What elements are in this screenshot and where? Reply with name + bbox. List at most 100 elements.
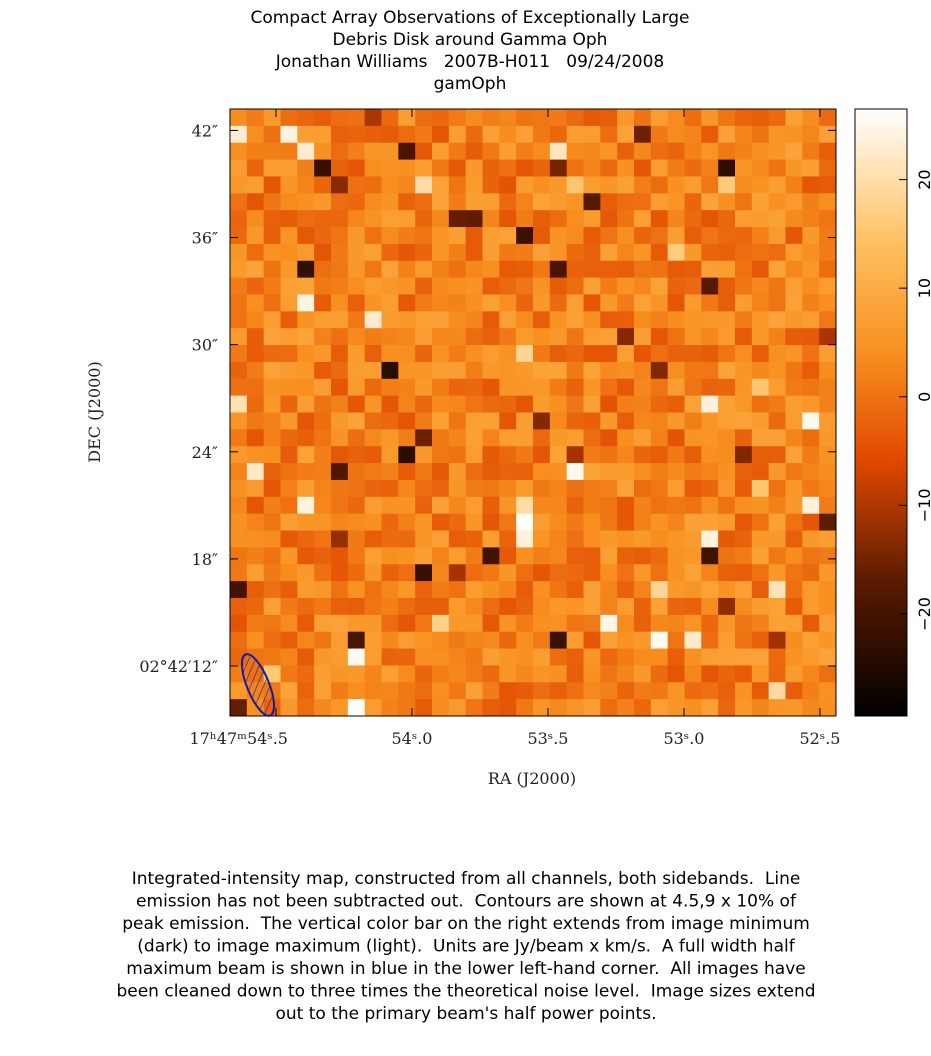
map-pixel: [314, 547, 332, 565]
map-pixel: [718, 648, 736, 667]
map-pixel: [280, 429, 298, 447]
map-pixel: [617, 378, 635, 397]
map-pixel: [364, 378, 383, 397]
map-pixel: [718, 328, 736, 346]
map-pixel: [398, 142, 416, 161]
map-pixel: [347, 328, 366, 346]
map-pixel: [768, 479, 787, 498]
map-pixel: [785, 142, 803, 161]
title-line: gamOph: [434, 74, 507, 94]
y-tick-label: 02°42′12″: [139, 657, 218, 676]
map-pixel: [667, 581, 686, 599]
map-pixel: [415, 243, 433, 262]
map-pixel: [549, 631, 568, 650]
map-pixel: [280, 294, 298, 312]
map-pixel: [735, 547, 753, 565]
map-pixel: [533, 243, 551, 262]
map-pixel: [432, 682, 450, 700]
map-pixel: [751, 446, 770, 464]
map-pixel: [533, 294, 551, 312]
map-pixel: [297, 328, 315, 346]
map-pixel: [600, 631, 618, 650]
map-pixel: [533, 446, 551, 464]
map-pixel: [785, 260, 803, 279]
map-pixel: [280, 361, 298, 380]
map-pixel: [297, 496, 315, 515]
map-pixel: [432, 665, 450, 683]
map-pixel: [650, 328, 669, 346]
map-pixel: [465, 142, 484, 161]
map-pixel: [600, 665, 618, 683]
map-pixel: [802, 227, 820, 245]
map-pixel: [549, 412, 568, 430]
map-pixel: [280, 530, 298, 548]
map-pixel: [667, 345, 686, 363]
map-pixel: [465, 260, 484, 279]
map-pixel: [701, 648, 719, 667]
map-pixel: [735, 597, 753, 616]
map-pixel: [650, 125, 669, 144]
map-pixel: [600, 125, 618, 144]
map-pixel: [432, 412, 450, 430]
map-pixel: [566, 682, 585, 700]
map-pixel: [751, 311, 770, 329]
map-pixel: [499, 193, 517, 211]
map-pixel: [650, 496, 669, 515]
map-pixel: [684, 395, 702, 414]
map-pixel: [263, 530, 282, 548]
map-pixel: [600, 446, 618, 464]
map-pixel: [617, 496, 635, 515]
map-pixel: [246, 614, 265, 633]
map-pixel: [735, 463, 753, 481]
map-pixel: [583, 210, 601, 228]
map-pixel: [432, 597, 450, 616]
map-pixel: [314, 429, 332, 447]
map-pixel: [415, 665, 433, 683]
map-pixel: [448, 581, 467, 599]
map-pixel: [516, 513, 534, 532]
map-pixel: [684, 277, 702, 296]
map-pixel: [465, 429, 484, 447]
map-pixel: [347, 682, 366, 700]
map-pixel: [331, 699, 349, 716]
map-pixel: [768, 530, 787, 548]
map-pixel: [347, 210, 366, 228]
map-pixel: [499, 614, 517, 633]
map-pixel: [415, 125, 433, 144]
map-pixel: [347, 547, 366, 565]
map-pixel: [246, 513, 265, 532]
map-pixel: [482, 109, 500, 127]
map-pixel: [751, 142, 770, 161]
map-pixel: [650, 361, 669, 380]
map-pixel: [650, 547, 669, 565]
y-tick-label: 18″: [192, 550, 218, 569]
map-pixel: [482, 631, 500, 650]
map-pixel: [684, 412, 702, 430]
map-pixel: [499, 227, 517, 245]
map-pixel: [516, 446, 534, 464]
map-pixel: [331, 311, 349, 329]
map-pixel: [432, 294, 450, 312]
map-pixel: [701, 328, 719, 346]
map-pixel: [667, 159, 686, 178]
map-pixel: [701, 395, 719, 414]
map-pixel: [398, 429, 416, 447]
map-pixel: [516, 547, 534, 565]
map-pixel: [499, 243, 517, 262]
map-pixel: [364, 395, 383, 414]
map-pixel: [802, 581, 820, 599]
map-pixel: [549, 361, 568, 380]
map-pixel: [347, 378, 366, 397]
map-pixel: [347, 496, 366, 515]
map-pixel: [314, 311, 332, 329]
map-pixel: [331, 463, 349, 481]
map-pixel: [381, 243, 399, 262]
map-pixel: [482, 361, 500, 380]
map-pixel: [566, 496, 585, 515]
map-pixel: [533, 311, 551, 329]
map-pixel: [280, 699, 298, 716]
map-pixel: [533, 227, 551, 245]
map-pixel: [246, 193, 265, 211]
map-pixel: [381, 631, 399, 650]
map-pixel: [347, 648, 366, 667]
